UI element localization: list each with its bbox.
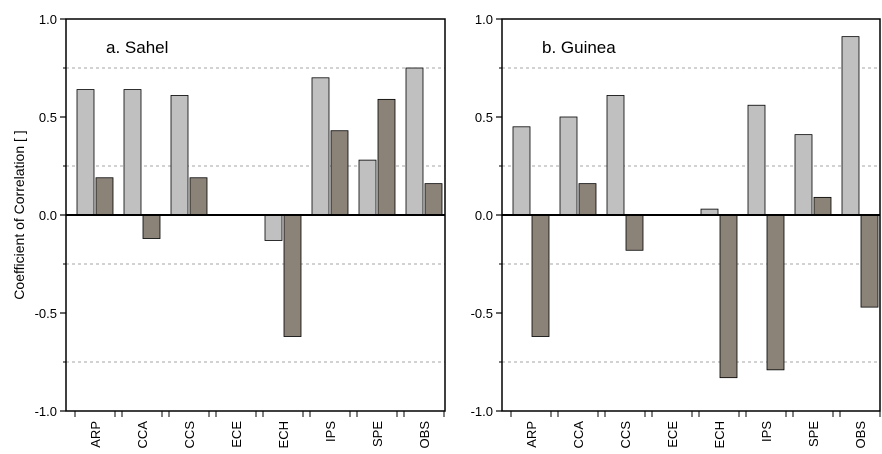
bar-light-cca	[559, 116, 578, 216]
y-tick-label: -1.0	[471, 404, 493, 419]
x-tick-label-spe: SPE	[806, 421, 821, 447]
bar-light-spe	[358, 159, 377, 216]
bar-light-obs	[841, 36, 860, 216]
y-tick-label: -1.0	[35, 404, 57, 419]
bar-dark-ech	[719, 214, 738, 379]
panel-title: b. Guinea	[542, 38, 616, 57]
x-tick-label-arp: ARP	[88, 421, 103, 448]
bar-light-ips	[747, 104, 766, 216]
x-tick-label-ips: IPS	[759, 421, 774, 442]
y-tick-label: 0.0	[39, 208, 57, 223]
x-tick-label-cca: CCA	[571, 421, 586, 449]
x-tick-label-obs: OBS	[417, 421, 432, 449]
bar-light-ech	[264, 214, 283, 241]
x-tick-label-ece: ECE	[229, 421, 244, 448]
y-tick-label: 1.0	[39, 12, 57, 27]
bar-dark-ccs	[189, 177, 208, 216]
y-tick-label: -0.5	[471, 306, 493, 321]
bar-light-ccs	[606, 95, 625, 216]
bar-light-ccs	[170, 95, 189, 216]
bar-dark-obs	[860, 214, 879, 308]
panel-title: a. Sahel	[106, 38, 168, 57]
x-tick-label-ech: ECH	[712, 421, 727, 448]
y-tick-label: -0.5	[35, 306, 57, 321]
bar-dark-cca	[578, 183, 597, 216]
y-tick-label: 0.5	[39, 110, 57, 125]
bar-light-arp	[512, 126, 531, 216]
bar-dark-ips	[766, 214, 785, 371]
chart-panel-2: 1.0 0.5 0.0 -0.5 -1.0 ARP CCA CCS ECE ECH IPS SPE OB…	[471, 12, 881, 449]
bar-dark-ccs	[625, 214, 644, 251]
bar-dark-spe	[377, 98, 396, 216]
y-tick-label: 0.0	[475, 208, 493, 223]
bar-light-ips	[311, 77, 330, 216]
bar-dark-ips	[330, 130, 349, 216]
bar-dark-cca	[142, 214, 161, 239]
bar-dark-obs	[424, 183, 443, 216]
chart-panels: 1.0 0.5 0.0 -0.5 -1.0 ARP CCA CCS ECE ECH IPS SPE OB…	[35, 12, 881, 449]
y-tick-label: 1.0	[475, 12, 493, 27]
bar-light-spe	[794, 134, 813, 216]
x-tick-label-ccs: CCS	[618, 421, 633, 449]
x-tick-label-cca: CCA	[135, 421, 150, 449]
bar-light-obs	[405, 67, 424, 216]
bar-dark-ech	[283, 214, 302, 337]
x-tick-label-obs: OBS	[853, 421, 868, 449]
bar-light-arp	[76, 89, 95, 216]
y-axis-label: Coefficient of Correlation [ ]	[11, 130, 27, 299]
x-tick-label-ips: IPS	[323, 421, 338, 442]
x-tick-label-arp: ARP	[524, 421, 539, 448]
bar-dark-arp	[531, 214, 550, 337]
x-tick-label-spe: SPE	[370, 421, 385, 447]
x-tick-label-ech: ECH	[276, 421, 291, 448]
bar-dark-spe	[813, 196, 832, 216]
x-tick-label-ccs: CCS	[182, 421, 197, 449]
y-tick-label: 0.5	[475, 110, 493, 125]
x-tick-label-ece: ECE	[665, 421, 680, 448]
bar-dark-arp	[95, 177, 114, 216]
bar-light-cca	[123, 89, 142, 216]
chart-panel-1: 1.0 0.5 0.0 -0.5 -1.0 ARP CCA CCS ECE ECH IPS SPE OB…	[35, 12, 446, 449]
